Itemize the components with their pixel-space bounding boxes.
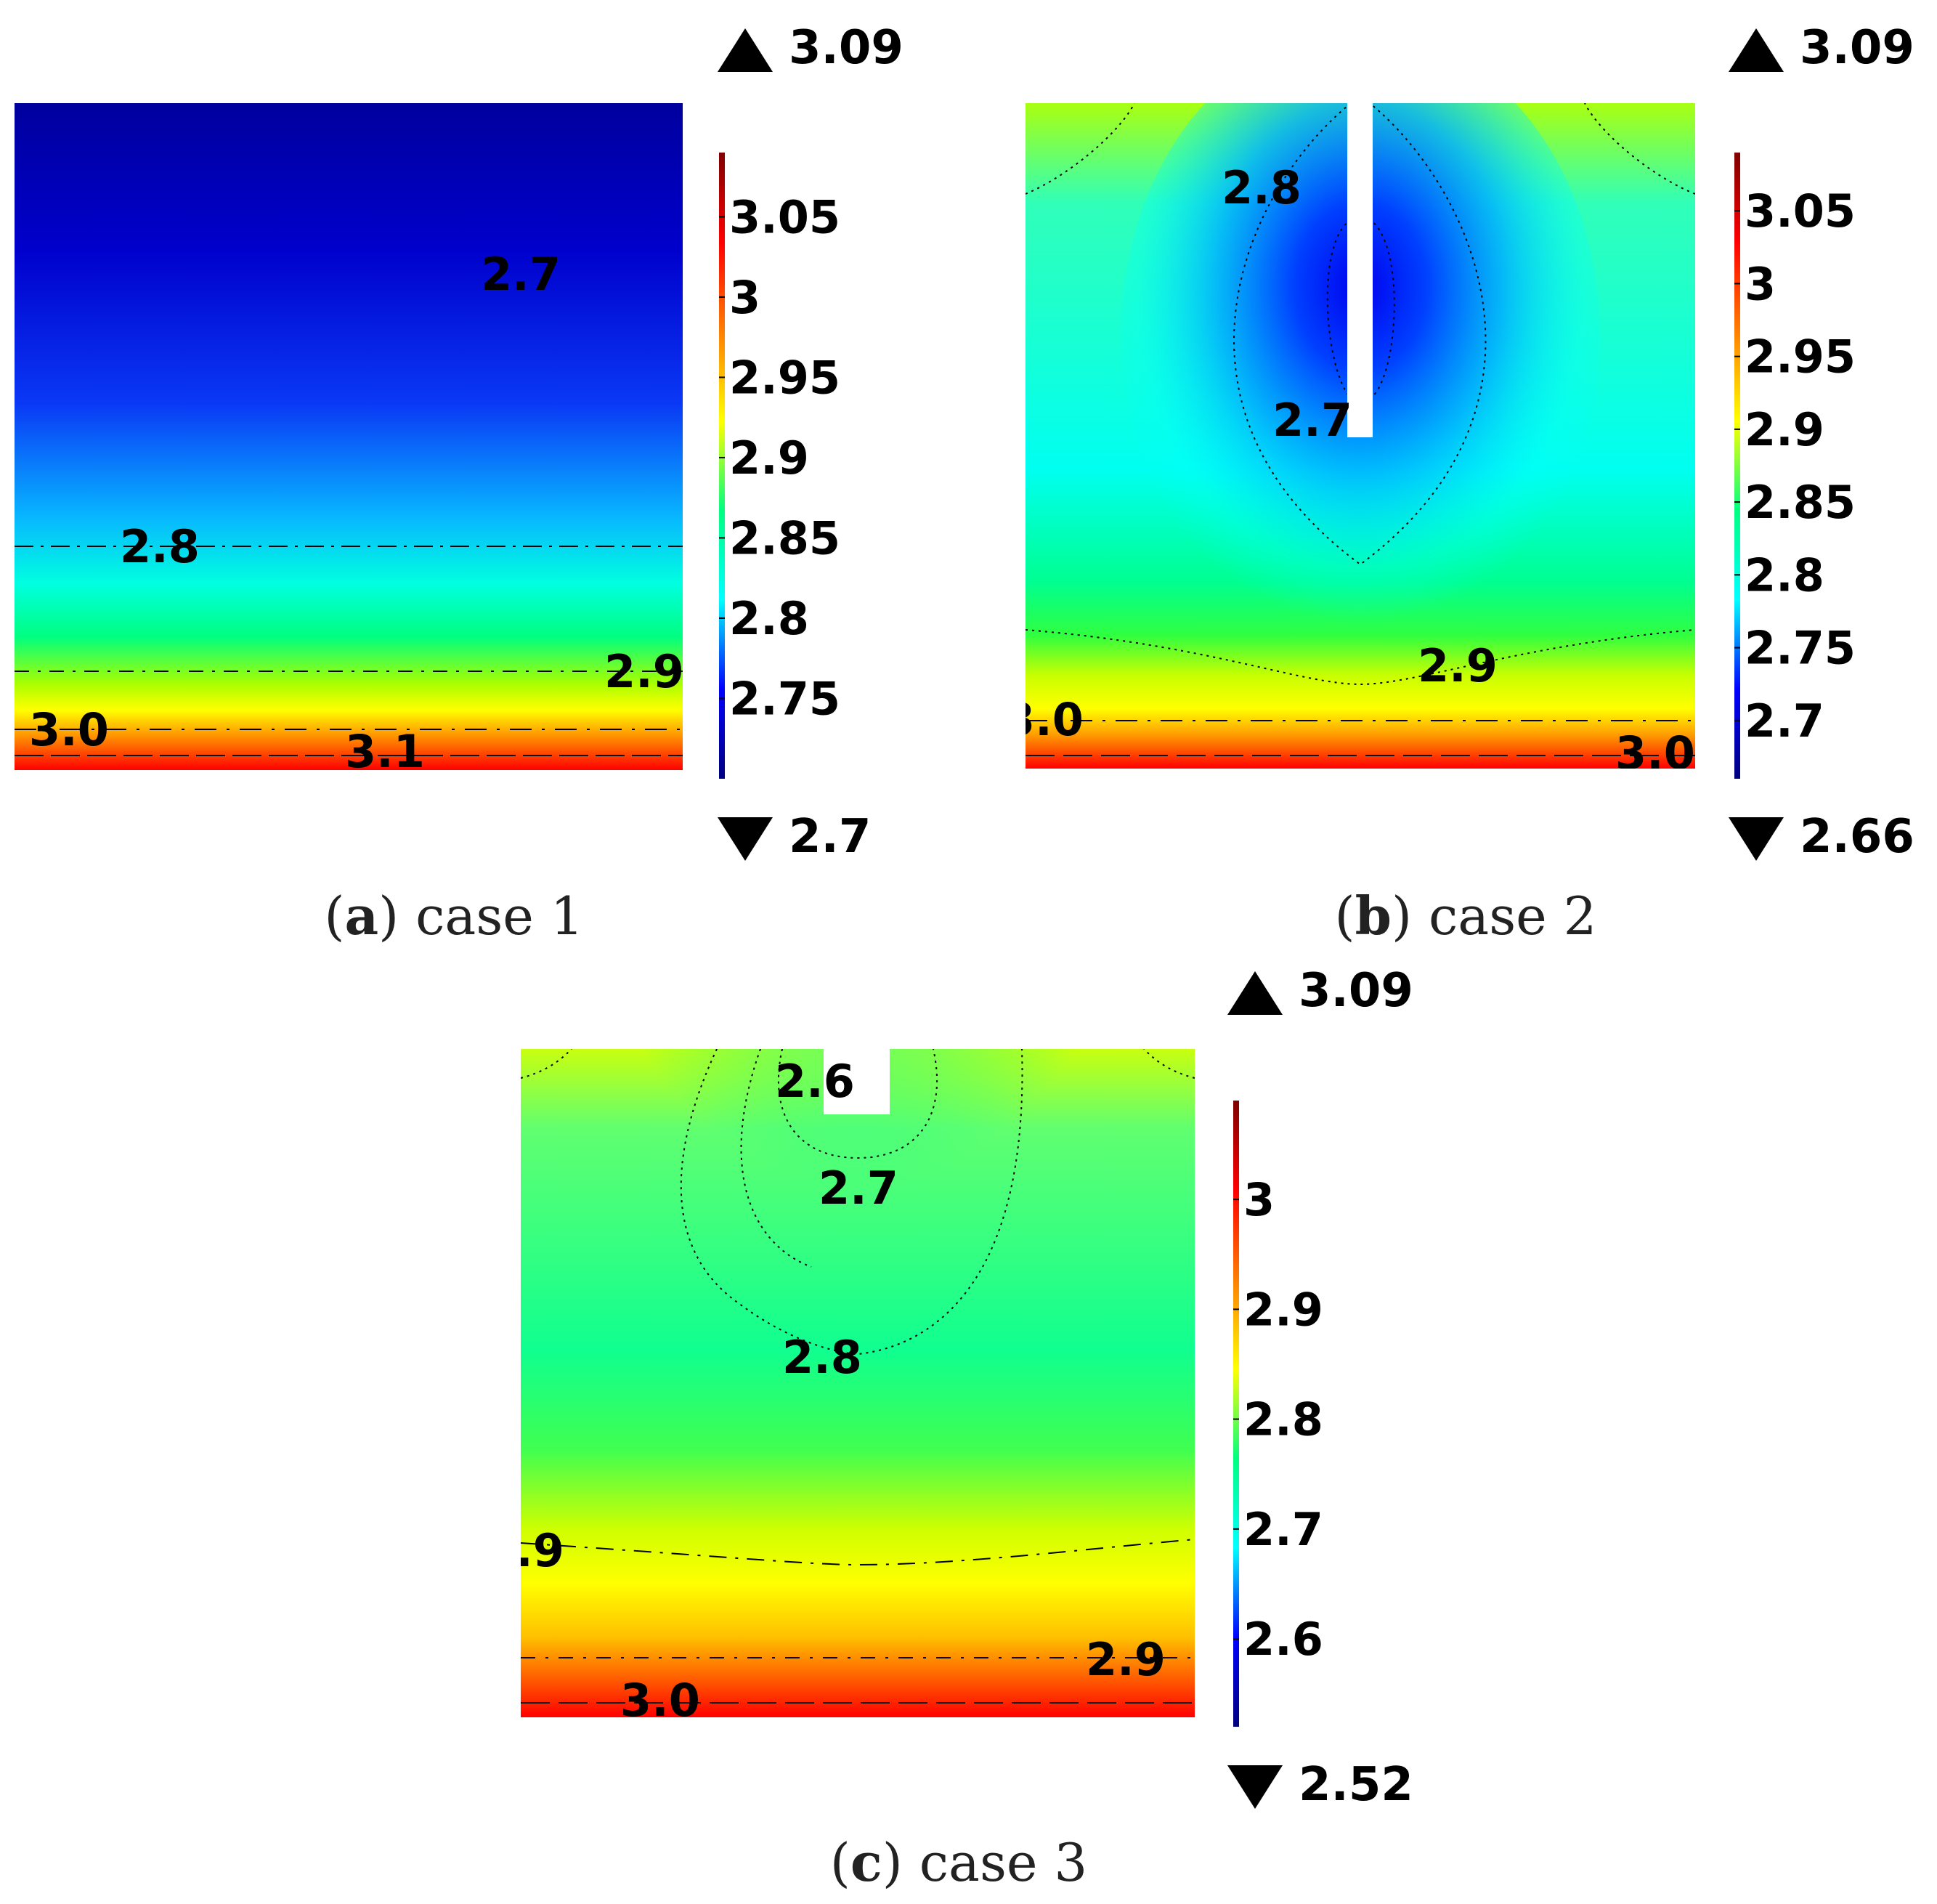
contour-label: 2.8	[1222, 161, 1302, 214]
colorbar-tick-label: 2.8	[729, 592, 809, 645]
min-value-label: 2.52	[1227, 1762, 1413, 1810]
panel-case-3: 2.6 2.7 2.8 2.9 2.9 3.0 3.09 32.92.82.72…	[0, 952, 1937, 1904]
colorbar-tick-label: 2.85	[1745, 476, 1856, 529]
max-value-label: 3.09	[1729, 25, 1914, 73]
case-title: case 1	[415, 886, 584, 947]
colorbar-strip	[719, 153, 725, 779]
min-value: 2.52	[1299, 1758, 1413, 1812]
contour-label: 2.9	[1086, 1633, 1166, 1686]
colorbar-tick-label: 3.05	[1745, 185, 1856, 238]
contour-label: 2.8	[782, 1331, 862, 1384]
contour-label: 3.0	[1026, 693, 1084, 746]
min-value: 2.7	[789, 810, 872, 864]
triangle-down-icon	[1227, 1765, 1283, 1810]
contour-label: 3.0	[1615, 726, 1695, 769]
panel-letter: a	[344, 885, 379, 947]
colorbar-tick-label: 2.8	[1243, 1393, 1323, 1446]
contour-label: 2.9	[1418, 639, 1498, 692]
colorbar-tick-label: 2.9	[1243, 1283, 1323, 1336]
colorbar-tick-label: 2.95	[729, 351, 840, 404]
colorbar-tick-label: 2.7	[1243, 1503, 1323, 1556]
field-plot-case-1: 2.7 2.8 2.9 3.0 3.1	[15, 103, 683, 770]
colorbar-tick-label: 2.8	[1745, 548, 1824, 601]
colorbar-tick-label: 2.85	[729, 511, 840, 564]
max-value-label: 3.09	[718, 25, 903, 73]
contour-line-2-8	[1233, 103, 1487, 566]
panel-letter: c	[850, 1831, 882, 1893]
triangle-up-icon	[718, 28, 773, 73]
contour-label: 2.7	[819, 1162, 898, 1215]
contour-line-2-9	[521, 1539, 1195, 1566]
contour-label: 2.7	[1272, 394, 1352, 447]
contour-label: 2.6	[775, 1055, 855, 1108]
colorbar-tick-label: 2.75	[1745, 622, 1856, 675]
low-value-region	[582, 1049, 1134, 1514]
contour-label: 3.0	[620, 1674, 700, 1717]
max-value-label: 3.09	[1227, 968, 1413, 1016]
min-value-label: 2.7	[718, 814, 871, 862]
slot-cutout	[1347, 103, 1373, 437]
colorbar-case-1: 3.05 3 2.95 2.9 2.85 2.8 2.75	[719, 153, 840, 779]
panel-case-1: 2.7 2.8 2.9 3.0 3.1 3.09 3.05 3 2.95 2.9 2.8…	[0, 0, 966, 952]
contour-label: 3.0	[29, 703, 109, 756]
contour-label: 2.8	[120, 520, 200, 573]
min-value-label: 2.66	[1729, 814, 1914, 862]
max-value: 3.09	[1800, 21, 1914, 75]
colorbar-tick-label: 2.95	[1745, 331, 1856, 384]
triangle-up-icon	[1729, 28, 1784, 73]
contour-line-upper-right	[1584, 103, 1695, 195]
contour-label: 3.1	[345, 725, 425, 770]
field-plot-case-2: 2.8 2.7 2.9 3.0 3.0	[1026, 103, 1695, 769]
colorbar-tick-label: 2.7	[1745, 694, 1824, 748]
field-area	[15, 103, 683, 770]
case-title: case 3	[919, 1832, 1088, 1893]
colorbar-tick-label: 2.6	[1243, 1613, 1323, 1666]
triangle-down-icon	[1729, 817, 1784, 862]
colorbar-strip	[1233, 1101, 1239, 1727]
triangle-up-icon	[1227, 971, 1283, 1016]
colorbar-tick-label: 3	[1745, 257, 1776, 310]
panel-case-2: 2.8 2.7 2.9 3.0 3.0 3.09 3.0532.952.92.8…	[966, 0, 1937, 952]
contour-label: 2.7	[481, 248, 561, 301]
case-title: case 2	[1428, 886, 1597, 947]
colorbar-tick-label: 2.75	[729, 672, 840, 725]
caption-case-3: (c) case 3	[829, 1831, 1088, 1893]
colorbar-strip	[1734, 153, 1740, 779]
contour-line-upper-left	[521, 1049, 572, 1079]
contour-line-upper-right	[1143, 1049, 1195, 1079]
contour-label: 2.9	[521, 1524, 564, 1577]
slot-cutout	[824, 1049, 890, 1114]
colorbar-tick-label: 2.9	[1745, 403, 1824, 456]
colorbar-case-3: 3 2.9 2.8 2.7 2.6	[1233, 1101, 1323, 1727]
caption-case-1: (a) case 1	[324, 885, 584, 947]
max-value: 3.09	[789, 21, 903, 75]
triangle-down-icon	[718, 817, 773, 862]
contour-line-2-7-b	[740, 1049, 812, 1268]
colorbar-tick-label: 2.9	[729, 432, 809, 485]
colorbar-tick-label: 3	[1243, 1173, 1275, 1226]
caption-case-2: (b) case 2	[1334, 885, 1597, 947]
colorbar-case-2: 3.05 3 2.95 2.9 2.85 2.8 2.75 2.7	[1734, 153, 1856, 779]
field-plot-case-3: 2.6 2.7 2.8 2.9 2.9 3.0	[521, 1049, 1195, 1717]
panel-letter: b	[1355, 885, 1392, 947]
contour-line-2-6	[777, 1049, 938, 1159]
min-value: 2.66	[1800, 810, 1914, 864]
max-value: 3.09	[1299, 964, 1413, 1018]
colorbar-tick-label: 3.05	[729, 190, 840, 243]
colorbar-tick-label: 3	[729, 271, 760, 324]
contour-label: 2.9	[604, 645, 683, 698]
